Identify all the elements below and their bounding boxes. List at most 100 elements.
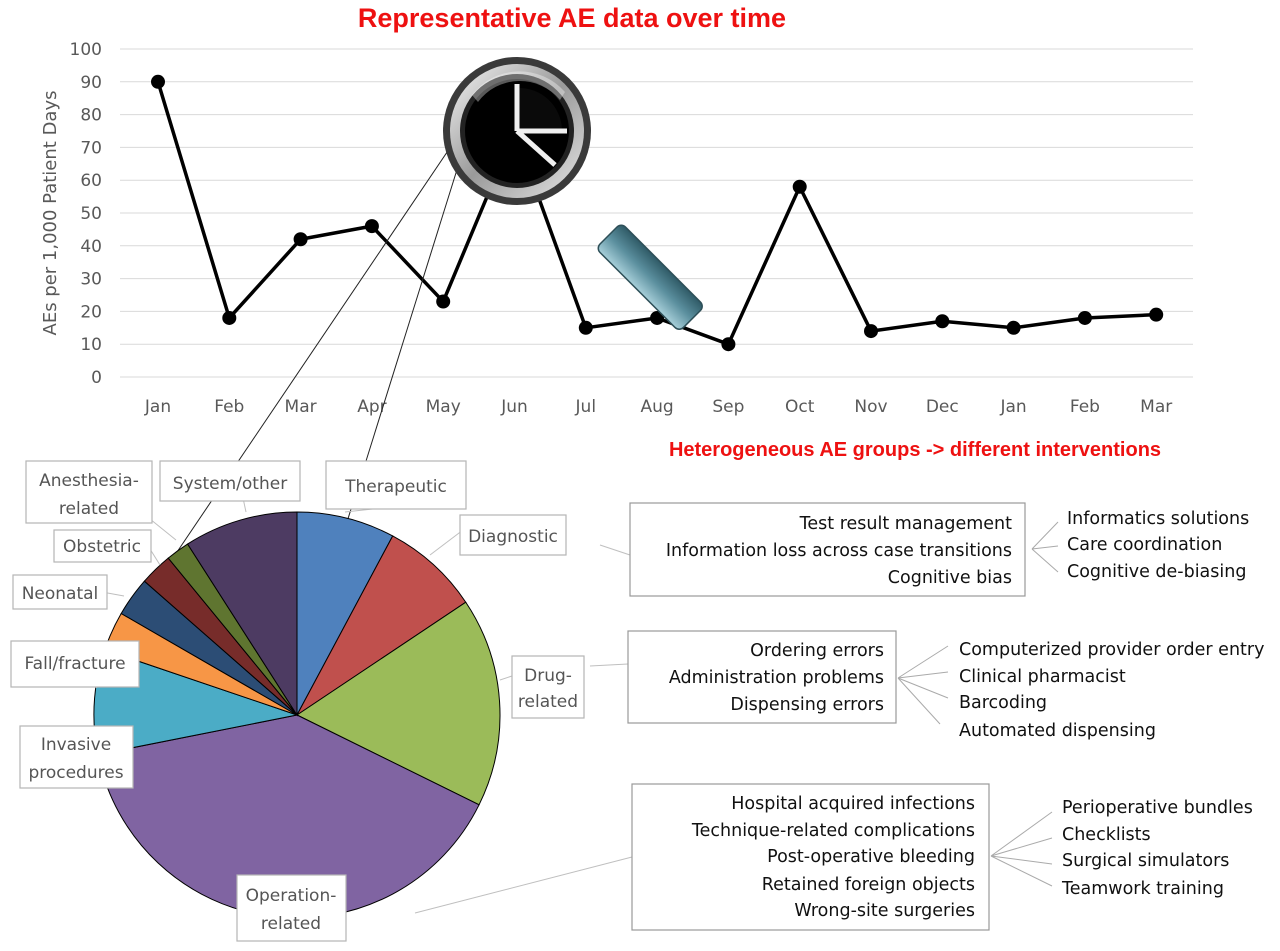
y-tick-label: 30 — [80, 270, 102, 290]
svg-text:Information loss across case: Information loss across case transitions — [666, 541, 1012, 561]
y-tick-label: 90 — [80, 73, 102, 93]
data-point — [1149, 307, 1164, 322]
line-chart-x-ticks: Jan Feb Mar Apr May Jun Jul Aug Sep Oct Nov Dec Jan F… — [144, 397, 1172, 417]
x-tick-label: Jan — [999, 397, 1026, 417]
pie-slice — [186, 511, 298, 717]
line-chart-gridlines — [120, 48, 1193, 378]
svg-text:Post-operative bleeding: Post-operative bleeding — [767, 847, 975, 867]
data-point — [864, 324, 878, 339]
svg-text:Therapeutic: Therapeutic — [344, 477, 447, 497]
svg-text:Test result management: Test result management — [799, 514, 1012, 534]
data-point — [1006, 320, 1021, 335]
label-therapeutic: Therapeutic — [325, 460, 467, 510]
y-tick-label: 80 — [80, 106, 102, 126]
svg-text:Drug-: Drug- — [524, 666, 572, 686]
svg-text:Care coordination: Care coordination — [1067, 535, 1222, 555]
label-invasive-procedures: Invasive procedures — [19, 725, 134, 789]
x-tick-label: Jul — [575, 397, 597, 417]
label-fall-fracture: Fall/fracture — [10, 640, 140, 688]
diagnostic-interventions: Informatics solutions Care coordination … — [1067, 509, 1249, 582]
svg-text:procedures: procedures — [28, 763, 123, 783]
svg-text:System/other: System/other — [173, 474, 287, 494]
svg-text:Dispensing errors: Dispensing errors — [730, 695, 884, 715]
label-system-other: System/other — [159, 460, 301, 502]
data-point — [935, 314, 950, 329]
y-tick-label: 100 — [70, 40, 102, 60]
svg-text:related: related — [59, 499, 119, 519]
data-point — [222, 310, 237, 325]
drug-causes-box: Ordering errors Administration problems … — [589, 630, 897, 724]
drug-fan-lines — [897, 645, 949, 725]
data-point — [436, 294, 451, 309]
label-drug-related: Drug- related — [511, 655, 585, 719]
y-tick-label: 0 — [91, 368, 102, 388]
svg-text:Invasive: Invasive — [41, 735, 111, 755]
x-tick-label: Oct — [785, 397, 815, 417]
x-tick-label: Mar — [285, 397, 317, 417]
pie-chart — [93, 511, 501, 919]
svg-text:Diagnostic: Diagnostic — [468, 527, 558, 547]
svg-text:related: related — [261, 914, 321, 934]
data-point — [578, 320, 593, 335]
operation-interventions: Perioperative bundles Checklists Surgica… — [1061, 798, 1253, 899]
svg-text:Computerized provider order e: Computerized provider order entry — [959, 640, 1264, 660]
data-point — [792, 179, 807, 194]
data-point — [293, 232, 308, 247]
x-tick-label: Sep — [712, 397, 744, 417]
pie-labels: Therapeutic Diagnostic Drug- related Ope… — [10, 460, 585, 942]
y-tick-label: 40 — [80, 237, 102, 257]
label-diagnostic: Diagnostic — [459, 514, 567, 556]
svg-text:Administration problems: Administration problems — [669, 668, 884, 688]
operation-causes-box: Hospital acquired infections Technique-r… — [631, 783, 990, 931]
y-tick-label: 20 — [80, 302, 102, 322]
svg-text:Retained foreign objects: Retained foreign objects — [762, 875, 975, 895]
label-anesthesia-related: Anesthesia- related — [25, 460, 153, 524]
svg-text:Perioperative bundles: Perioperative bundles — [1062, 798, 1253, 818]
data-point — [721, 337, 736, 352]
magnifying-glass-icon — [443, 57, 703, 330]
svg-text:Neonatal: Neonatal — [22, 584, 99, 604]
drug-interventions: Computerized provider order entry Clinic… — [959, 640, 1264, 741]
label-obstetric: Obstetric — [53, 529, 152, 563]
svg-text:Cognitive de-biasing: Cognitive de-biasing — [1067, 562, 1246, 582]
svg-text:Technique-related complication: Technique-related complications — [691, 821, 975, 841]
x-tick-label: Mar — [1140, 397, 1172, 417]
y-tick-label: 10 — [80, 335, 102, 355]
svg-text:Surgical simulators: Surgical simulators — [1062, 851, 1229, 871]
x-tick-label: Dec — [926, 397, 959, 417]
svg-text:Teamwork training: Teamwork training — [1061, 879, 1224, 899]
line-chart-title: Representative AE data over time — [358, 3, 786, 33]
svg-text:Checklists: Checklists — [1062, 825, 1151, 845]
line-chart-y-ticks: 0 10 20 30 40 50 60 70 80 90 100 — [70, 40, 102, 388]
svg-text:Obstetric: Obstetric — [63, 537, 141, 557]
diagnostic-fan-lines — [1031, 521, 1059, 573]
label-operation-related: Operation- related — [236, 874, 347, 942]
svg-text:Wrong-site surgeries: Wrong-site surgeries — [794, 901, 975, 921]
x-tick-label: Jun — [500, 397, 528, 417]
svg-text:Cognitive bias: Cognitive bias — [888, 568, 1012, 588]
diagnostic-causes-box: Test result management Information loss … — [599, 502, 1026, 597]
x-tick-label: Jan — [144, 397, 171, 417]
svg-text:Anesthesia-: Anesthesia- — [39, 471, 139, 491]
svg-text:Ordering errors: Ordering errors — [750, 641, 884, 661]
svg-text:Barcoding: Barcoding — [959, 693, 1047, 713]
pie-subtitle: Heterogeneous AE groups -> different int… — [669, 439, 1161, 461]
svg-text:Hospital acquired infections: Hospital acquired infections — [731, 794, 975, 814]
data-point — [650, 310, 665, 325]
svg-text:Automated dispensing: Automated dispensing — [959, 721, 1156, 741]
x-tick-label: May — [426, 397, 461, 417]
x-tick-label: Feb — [214, 397, 244, 417]
svg-text:Fall/fracture: Fall/fracture — [24, 654, 125, 674]
data-point — [1077, 310, 1092, 325]
x-tick-label: Nov — [854, 397, 887, 417]
pie-slice — [296, 511, 394, 716]
pie-slice — [296, 601, 501, 806]
y-tick-label: 70 — [80, 138, 102, 158]
svg-text:Informatics solutions: Informatics solutions — [1067, 509, 1249, 529]
x-tick-label: Apr — [357, 397, 386, 417]
operation-fan-lines — [990, 811, 1053, 887]
y-tick-label: 50 — [80, 204, 102, 224]
x-tick-label: Aug — [640, 397, 673, 417]
line-chart-y-axis-label: AEs per 1,000 Patient Days — [40, 91, 61, 336]
